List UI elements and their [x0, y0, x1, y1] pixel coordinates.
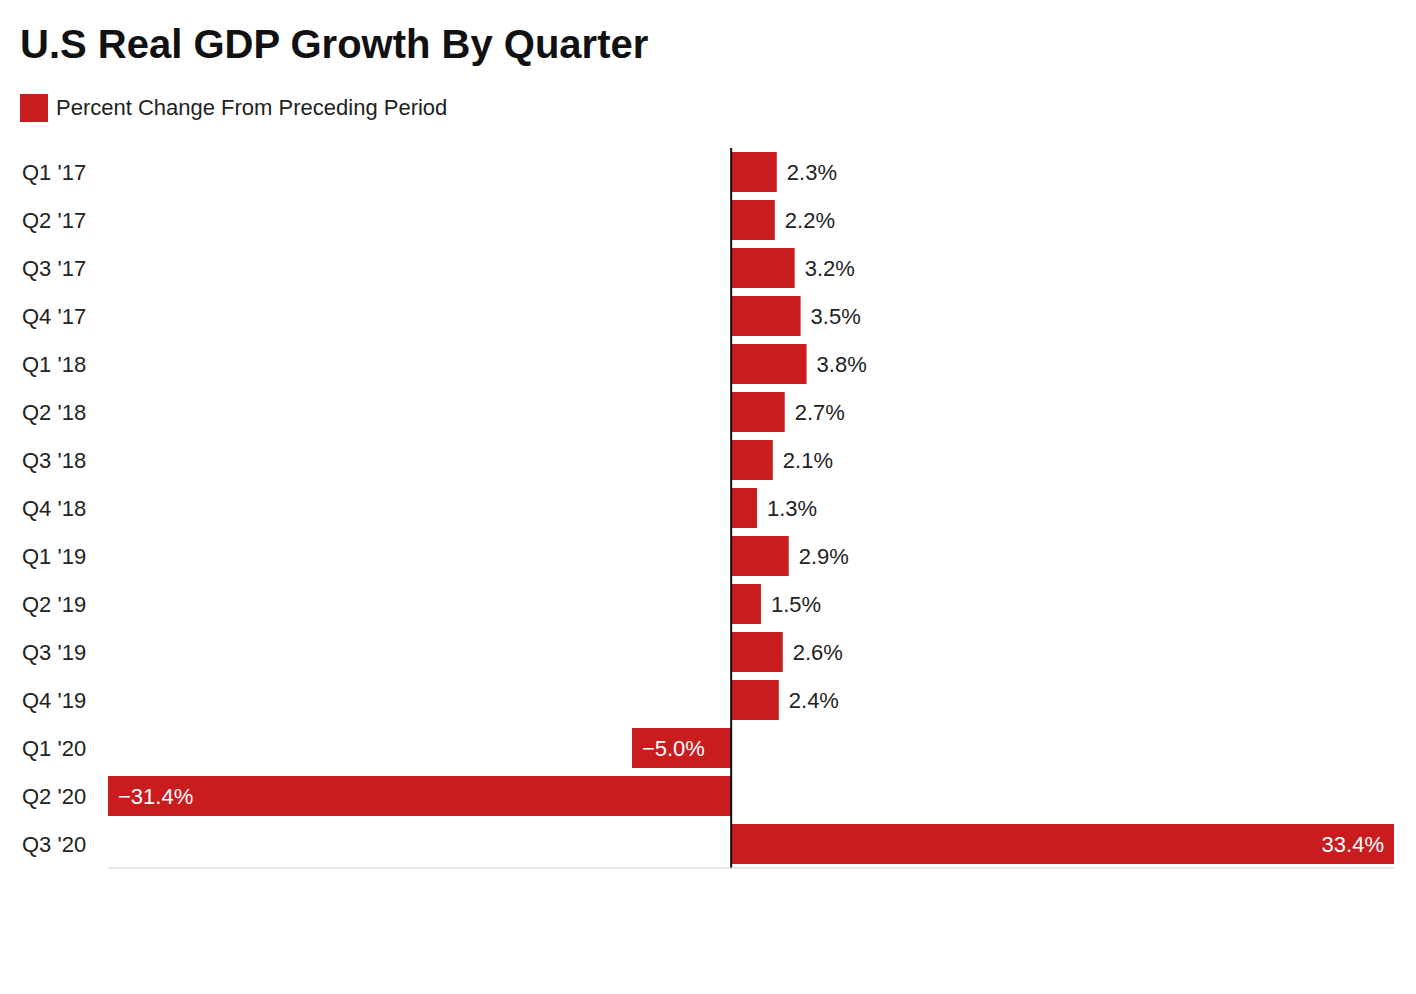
svg-text:Q2 '19: Q2 '19	[22, 592, 86, 617]
svg-text:Q1 '19: Q1 '19	[22, 544, 86, 569]
svg-text:Q4 '17: Q4 '17	[22, 304, 86, 329]
svg-text:Q1 '17: Q1 '17	[22, 160, 86, 185]
svg-text:3.5%: 3.5%	[811, 304, 861, 329]
svg-text:2.7%: 2.7%	[795, 400, 845, 425]
svg-text:33.4%: 33.4%	[1322, 832, 1384, 857]
svg-text:Q3 '20: Q3 '20	[22, 832, 86, 857]
svg-text:Q3 '19: Q3 '19	[22, 640, 86, 665]
svg-text:Q1 '20: Q1 '20	[22, 736, 86, 761]
html-text:Percent Change From Preceding: Percent Change From Preceding Period	[56, 95, 448, 120]
svg-text:Q4 '18: Q4 '18	[22, 496, 86, 521]
html-text:U.S Real GDP Growth By Quarter: U.S Real GDP Growth By Quarter	[20, 22, 649, 66]
svg-text:3.8%: 3.8%	[817, 352, 867, 377]
svg-text:2.1%: 2.1%	[783, 448, 833, 473]
svg-text:Q2 '20: Q2 '20	[22, 784, 86, 809]
svg-text:Q2 '17: Q2 '17	[22, 208, 86, 233]
svg-text:1.3%: 1.3%	[767, 496, 817, 521]
svg-text:2.3%: 2.3%	[787, 160, 837, 185]
svg-text:2.4%: 2.4%	[789, 688, 839, 713]
svg-text:Q3 '17: Q3 '17	[22, 256, 86, 281]
svg-text:−31.4%: −31.4%	[118, 784, 193, 809]
svg-text:2.9%: 2.9%	[799, 544, 849, 569]
svg-text:Q3 '18: Q3 '18	[22, 448, 86, 473]
svg-text:1.5%: 1.5%	[771, 592, 821, 617]
svg-text:2.6%: 2.6%	[793, 640, 843, 665]
svg-text:3.2%: 3.2%	[805, 256, 855, 281]
svg-text:2.2%: 2.2%	[785, 208, 835, 233]
svg-text:Q4 '19: Q4 '19	[22, 688, 86, 713]
svg-text:Q2 '18: Q2 '18	[22, 400, 86, 425]
svg-text:−5.0%: −5.0%	[642, 736, 705, 761]
svg-text:Q1 '18: Q1 '18	[22, 352, 86, 377]
